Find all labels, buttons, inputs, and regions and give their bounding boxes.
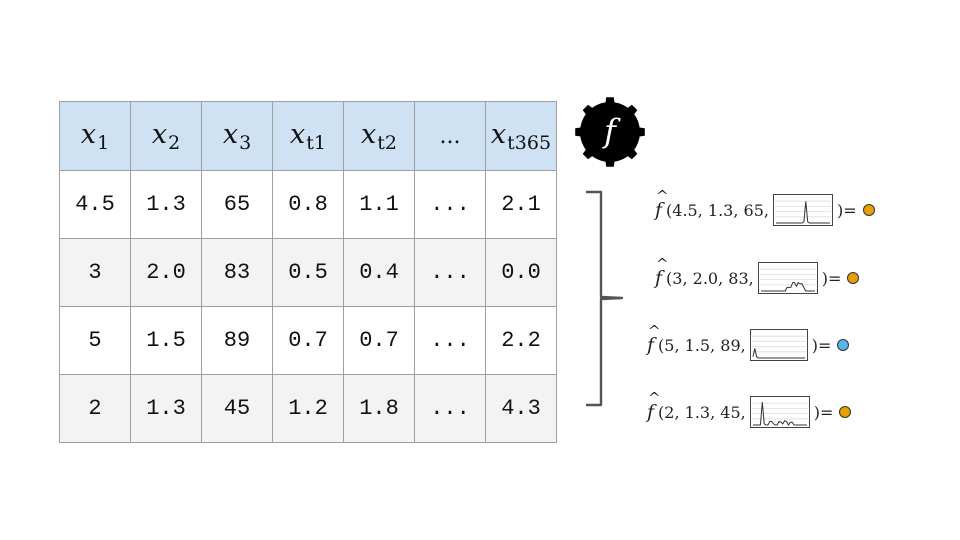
time-series-thumbnail [749,329,808,361]
column-header-subscript: t2 [377,131,397,154]
header-row: x1 x2 x3 xt1 xt2... xt365 [59,101,557,171]
table-cell: 2.1 [485,170,557,239]
prediction-arguments: (2, 1.3, 45, [658,402,746,422]
time-series-line [752,402,807,426]
time-series-thumbnail [757,262,818,294]
prediction-row: ^ f (4.5, 1.3, 65, )= [655,187,875,227]
predicted-class-dot [839,406,852,418]
table-cell: 0.8 [272,170,344,239]
f-hat-symbol: ^ f [647,322,661,356]
f-hat-symbol: ^ f [655,255,669,289]
predicted-class-dot [837,339,850,351]
column-header-subscript: 3 [239,131,252,154]
equals-sign: )= [836,200,857,220]
table-cell: 1.3 [130,374,202,443]
column-header: xt2 [343,101,415,171]
column-header-variable: x [490,118,507,150]
table-row: 4.5 1.3 65 0.8 1.1... 2.1 [59,170,557,239]
column-header-subscript: t365 [507,131,552,154]
column-header-variable: x [222,118,239,150]
table-cell: ... [414,238,486,307]
table-cell: 1.3 [130,170,202,239]
table-row: 5 1.5 89 0.7 0.7... 2.2 [59,306,557,375]
table-cell: 2 [59,374,131,443]
column-header: x3 [201,101,273,171]
column-header: xt1 [272,101,344,171]
gear-hub [580,102,640,162]
column-header: x2 [130,101,202,171]
column-header-variable: x [361,118,377,150]
table-cell: ... [414,306,486,375]
prediction-row: ^ f (2, 1.3, 45, )= [647,389,852,429]
column-header-subscript: t1 [306,131,326,154]
table-body: 4.5 1.3 65 0.8 1.1... 2.1 3 2.0 83 0.5 0.4... 0.0 5 1… [59,170,557,443]
prediction-row: ^ f (5, 1.5, 89, )= [647,322,850,362]
equals-sign: )= [813,402,834,422]
thumbnail-frame [772,194,833,226]
table-cell: ... [414,170,486,239]
table-cell: 2.2 [485,306,557,375]
f-hat-letter: f [655,199,663,221]
table-cell: 5 [59,306,131,375]
thumbnail-frame [749,396,810,428]
time-series-line [752,348,805,359]
column-header-variable: x [151,118,168,150]
table-cell: 1.2 [272,374,344,443]
column-header-subscript: 2 [168,131,181,154]
prediction-arguments: (3, 2.0, 83, [666,268,754,288]
time-series-line [775,201,830,224]
column-header: xt365 [485,101,557,171]
table-cell: 1.8 [343,374,415,443]
right-brace [586,190,624,407]
table-cell: 0.4 [343,238,415,307]
table-cell: 89 [201,306,273,375]
table-cell: ... [414,374,486,443]
table-cell: 4.5 [59,170,131,239]
column-header: x1 [59,101,131,171]
table-cell: 0.7 [272,306,344,375]
prediction-arguments: (4.5, 1.3, 65, [666,200,769,220]
table-row: 3 2.0 83 0.5 0.4... 0.0 [59,238,557,307]
table-cell: 0.7 [343,306,415,375]
table-cell: 0.0 [485,238,557,307]
column-header-variable: x [80,118,97,150]
table-cell: 1.1 [343,170,415,239]
column-header-variable: ... [439,123,461,149]
table-cell: 65 [201,170,273,239]
prediction-arguments: (5, 1.5, 89, [658,335,746,355]
column-header-subscript: 1 [97,131,110,154]
time-series-line [760,281,815,292]
prediction-row: ^ f (3, 2.0, 83, )= [655,255,860,295]
predicted-class-dot [847,272,860,284]
gear-icon: f [575,97,645,167]
column-header: ... [414,101,486,171]
table-cell: 45 [201,374,273,443]
f-hat-symbol: ^ f [647,389,661,423]
table-cell: 2.0 [130,238,202,307]
equals-sign: )= [821,268,842,288]
f-hat-letter: f [647,334,655,356]
predicted-class-dot [862,204,875,216]
time-series-thumbnail [749,396,810,428]
table-cell: 0.5 [272,238,344,307]
column-header-variable: x [290,118,306,150]
f-hat-letter: f [647,401,655,423]
table-cell: 4.3 [485,374,557,443]
equals-sign: )= [811,335,832,355]
time-series-thumbnail [772,194,833,226]
f-hat-symbol: ^ f [655,187,669,221]
table-cell: 1.5 [130,306,202,375]
table-cell: 83 [201,238,273,307]
table-row: 2 1.3 45 1.2 1.8... 4.3 [59,374,557,443]
thumbnail-frame [749,329,808,361]
data-table: x1 x2 x3 xt1 xt2... xt365 4.5 1.3 65 0.8 1.1... 2.… [59,101,557,443]
thumbnail-frame [757,262,818,294]
f-hat-letter: f [655,267,663,289]
table-cell: 3 [59,238,131,307]
